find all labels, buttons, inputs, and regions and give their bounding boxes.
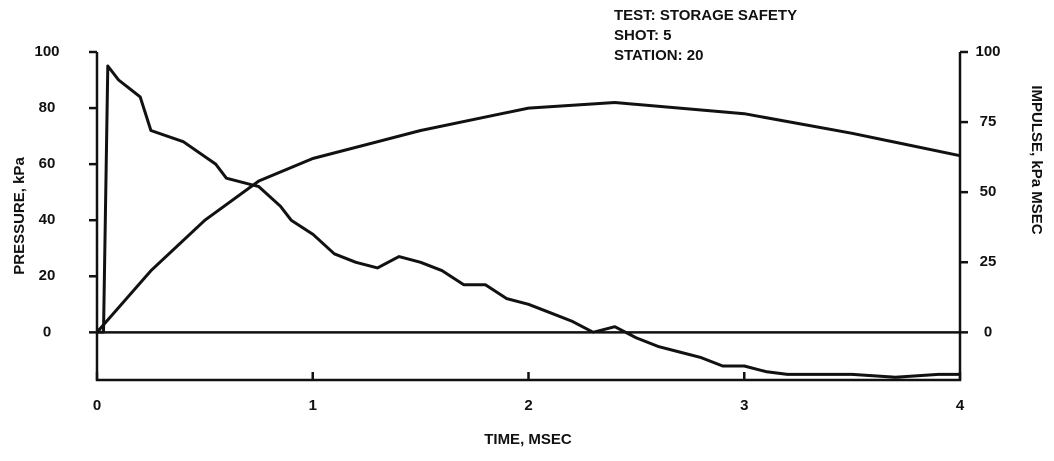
y-axis-label: PRESSURE, kPa xyxy=(11,157,28,275)
y-tick-label: 40 xyxy=(39,211,56,228)
annotation: STATION: 20 xyxy=(614,47,703,64)
y-tick-label: 100 xyxy=(34,43,59,60)
x-tick-label: 3 xyxy=(740,397,748,414)
y2-tick-label: 0 xyxy=(984,323,992,340)
y-tick-label: 20 xyxy=(39,267,56,284)
y2-tick-label: 75 xyxy=(980,113,997,130)
annotation: TEST: STORAGE SAFETY xyxy=(614,7,797,24)
x-axis-label: TIME, MSEC xyxy=(484,431,572,448)
y-tick-label: 60 xyxy=(39,155,56,172)
x-tick-label: 1 xyxy=(309,397,317,414)
annotation: SHOT: 5 xyxy=(614,27,672,44)
series-line xyxy=(95,101,961,334)
y2-axis-label: IMPULSE, kPa MSEC xyxy=(1028,85,1045,234)
y-tick-label: 80 xyxy=(39,99,56,116)
axis-frame xyxy=(95,52,962,382)
x-tick-label: 2 xyxy=(524,397,532,414)
y-tick-label: 0 xyxy=(43,323,51,340)
x-tick-label: 0 xyxy=(93,397,101,414)
series-line xyxy=(97,64,960,379)
x-tick-label: 4 xyxy=(956,397,965,414)
y2-tick-label: 25 xyxy=(980,253,997,270)
y2-tick-label: 100 xyxy=(975,43,1000,60)
y2-tick-label: 50 xyxy=(980,183,997,200)
